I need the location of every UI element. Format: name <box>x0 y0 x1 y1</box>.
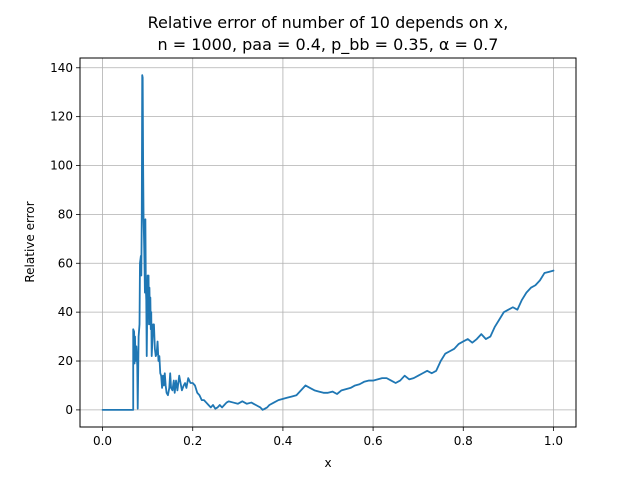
y-tick-label: 140 <box>50 61 73 75</box>
x-axis-label: x <box>324 456 331 470</box>
y-tick-label: 40 <box>58 305 73 319</box>
chart-title-line-1: Relative error of number of 10 depends o… <box>148 13 509 32</box>
y-axis: 0 20 40 60 80 100 120 140 <box>50 61 80 417</box>
series-line <box>101 74 555 411</box>
chart-title-line-2: n = 1000, paa = 0.4, p_bb = 0.35, α = 0.… <box>158 35 499 55</box>
x-tick-label: 0.8 <box>454 434 473 448</box>
x-tick-label: 0.6 <box>364 434 383 448</box>
x-tick-label: 0.2 <box>183 434 202 448</box>
y-tick-label: 60 <box>58 256 73 270</box>
y-tick-label: 0 <box>65 403 73 417</box>
x-axis: 0.0 0.2 0.4 0.6 0.8 1.0 <box>93 427 563 448</box>
x-tick-label: 0.0 <box>93 434 112 448</box>
y-tick-label: 80 <box>58 207 73 221</box>
y-tick-label: 120 <box>50 110 73 124</box>
y-tick-label: 100 <box>50 159 73 173</box>
series-layer <box>101 74 555 411</box>
x-tick-label: 0.4 <box>273 434 292 448</box>
axes-frame <box>79 57 577 428</box>
grid <box>80 58 576 427</box>
y-tick-label: 20 <box>58 354 73 368</box>
y-axis-label: Relative error <box>23 201 37 282</box>
x-tick-label: 1.0 <box>544 434 563 448</box>
